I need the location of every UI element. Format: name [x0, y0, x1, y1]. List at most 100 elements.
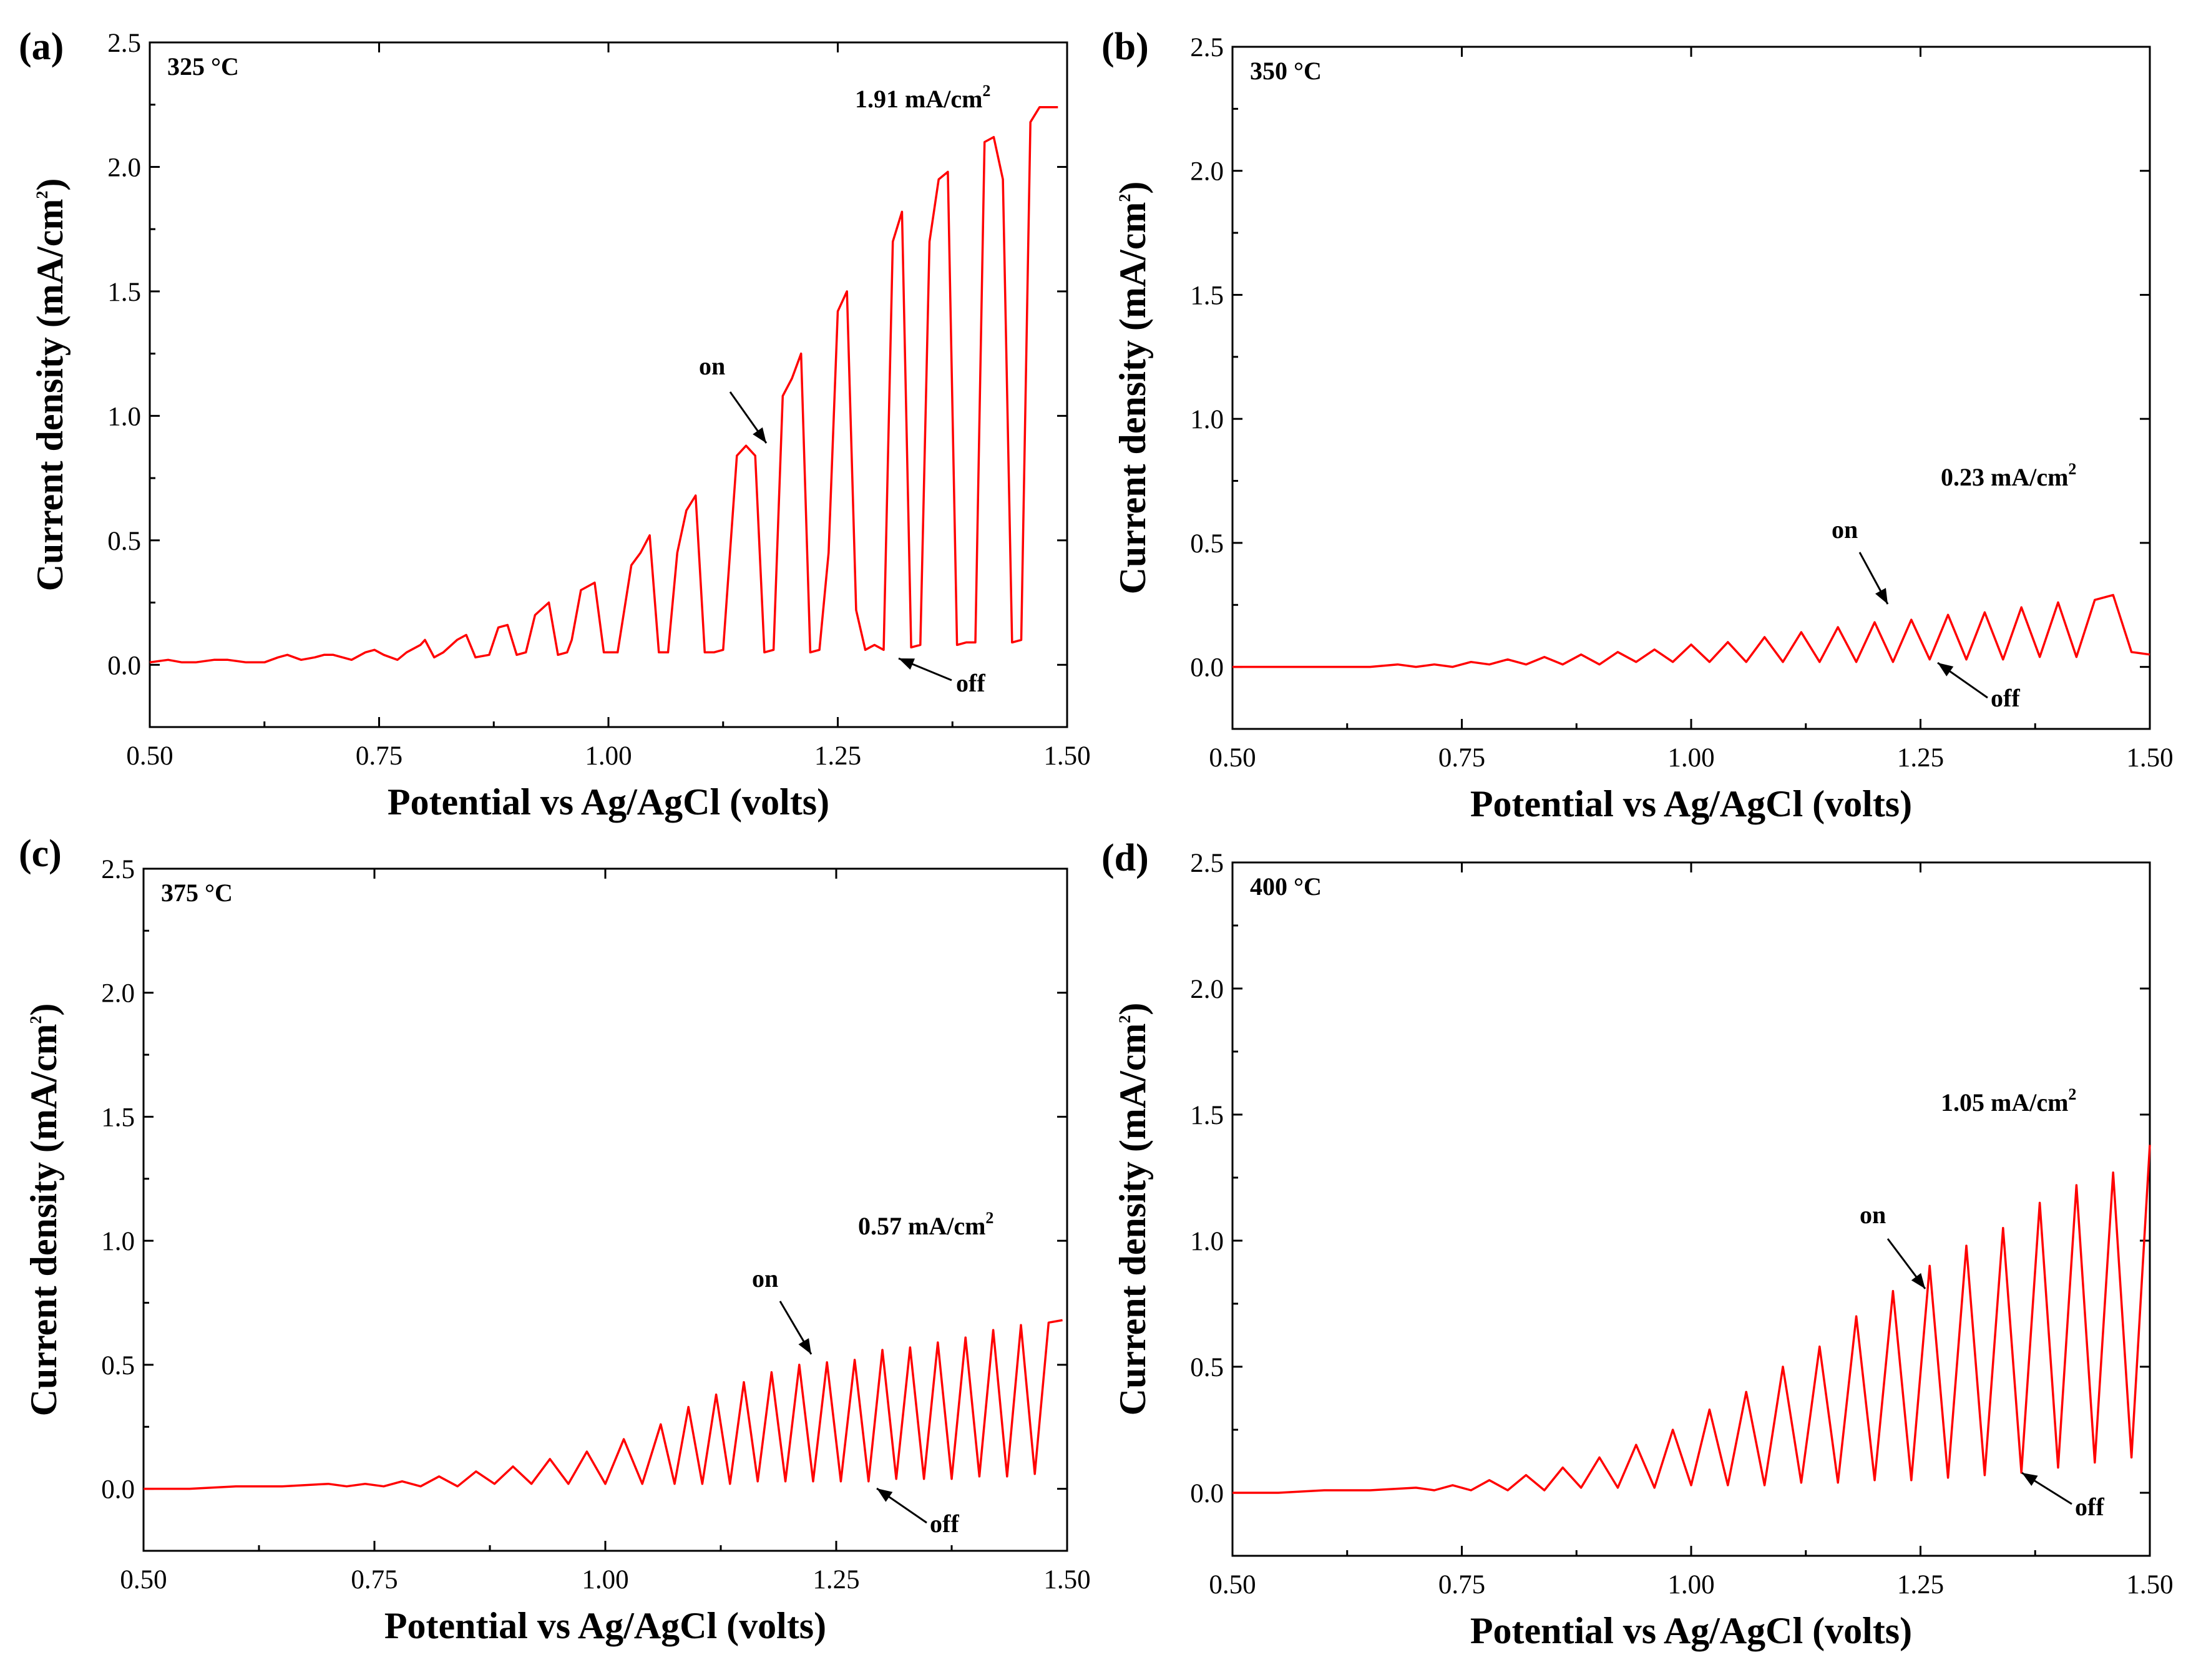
x-tick-label: 1.50	[1043, 1565, 1090, 1595]
photocurrent-line	[144, 1319, 1063, 1490]
temperature-label: 350 °C	[1250, 57, 1322, 85]
y-axis-title-sup: 2	[1116, 194, 1134, 202]
photocurrent-line	[1232, 593, 2150, 668]
panel-letter: (a)	[19, 26, 64, 68]
y-tick-label: 2.5	[1190, 33, 1224, 62]
x-tick-label: 1.00	[1667, 743, 1714, 773]
y-axis-title-end: )	[1112, 1003, 1153, 1015]
panel-a: 0.50 0.75 1.00 1.25 1.50 0.0 0.5 1.0 1.5 2.0 2.5 Po…	[19, 26, 1091, 823]
y-axis-title-main: Current density (mA/cm	[1112, 202, 1153, 595]
off-label: off	[956, 669, 985, 697]
x-tick-label: 1.25	[814, 741, 861, 771]
panel-letter: (b)	[1101, 26, 1149, 68]
y-tick-label: 1.5	[107, 278, 141, 307]
plot-frame	[1231, 861, 2151, 1557]
on-arrow	[779, 1301, 813, 1355]
y-tick-label: 2.0	[1190, 975, 1224, 1004]
y-axis-title-end: )	[29, 178, 71, 191]
max-current-value: 0.23 mA/cm	[1941, 463, 2068, 491]
y-axis-title-main: Current density (mA/cm	[29, 199, 71, 592]
on-arrow-head	[1911, 1272, 1925, 1289]
max-current-sup: 2	[2068, 1085, 2076, 1103]
y-axis-title-sup: 2	[27, 1016, 45, 1024]
off-arrow-head	[1938, 663, 1954, 676]
on-arrow	[1858, 552, 1889, 605]
y-axis-title: Current density (mA/cm2)	[29, 178, 71, 592]
temperature-label: 325 °C	[167, 52, 239, 81]
panel-c: 0.50 0.75 1.00 1.25 1.50 0.0 0.5 1.0 1.5 2.0 2.5 Po…	[19, 833, 1091, 1646]
off-arrow-head	[877, 1488, 893, 1502]
on-label: on	[752, 1264, 778, 1292]
on-arrow	[1886, 1238, 1926, 1289]
off-arrow	[1937, 662, 1988, 699]
plot-frame	[142, 867, 1068, 1552]
y-tick-label: 0.5	[107, 527, 141, 556]
y-tick-label: 0.0	[1190, 1479, 1224, 1508]
y-tick-label: 2.5	[107, 29, 141, 58]
max-current-value: 1.91 mA/cm	[855, 85, 982, 113]
y-tick-label: 0.0	[101, 1475, 135, 1505]
x-tick-label: 0.50	[120, 1565, 167, 1595]
off-label: off	[2075, 1493, 2104, 1521]
y-axis-title: Current density (mA/cm2)	[1112, 182, 1153, 595]
on-label: on	[1832, 515, 1858, 544]
x-axis-title: Potential vs Ag/AgCl (volts)	[1470, 1610, 1912, 1651]
x-tick-label: 1.00	[582, 1565, 628, 1595]
on-arrow-head	[753, 427, 766, 443]
y-axis-title: Current density (mA/cm2)	[23, 1004, 64, 1417]
max-current-sup: 2	[2068, 460, 2076, 478]
y-axis-title-end: )	[1112, 182, 1153, 194]
x-tick-label: 1.50	[1043, 741, 1090, 771]
max-current-sup: 2	[982, 82, 990, 100]
y-tick-label: 1.0	[107, 402, 141, 431]
y-tick-label: 1.0	[1190, 1227, 1224, 1256]
off-arrow-head	[899, 658, 915, 670]
off-arrow-head	[2022, 1473, 2038, 1486]
x-tick-label: 0.75	[351, 1565, 398, 1595]
x-tick-label: 0.50	[126, 741, 173, 771]
plot-frame	[1231, 46, 2151, 730]
y-tick-label: 1.5	[1190, 1101, 1224, 1130]
y-tick-label: 1.5	[1190, 281, 1224, 310]
on-arrow-head	[1875, 588, 1888, 604]
temperature-label: 375 °C	[161, 879, 233, 907]
x-tick-label: 0.50	[1209, 1570, 1256, 1599]
y-axis-title-main: Current density (mA/cm	[1112, 1023, 1153, 1416]
y-tick-label: 0.0	[1190, 653, 1224, 683]
x-tick-label: 1.50	[2126, 743, 2173, 773]
panel-letter: (c)	[19, 833, 62, 875]
on-label: on	[1860, 1201, 1886, 1229]
off-label: off	[1991, 684, 2020, 712]
max-current-label: 1.91 mA/cm2	[855, 82, 990, 113]
panel-letter: (d)	[1101, 837, 1149, 879]
y-tick-label: 2.0	[101, 979, 135, 1008]
panel-b: 0.50 0.75 1.00 1.25 1.50 0.0 0.5 1.0 1.5 2.0 2.5 Po…	[1101, 26, 2174, 824]
y-tick-label: 0.5	[101, 1351, 135, 1380]
off-label: off	[930, 1510, 959, 1538]
x-tick-label: 1.50	[2126, 1570, 2173, 1599]
photocurrent-line	[1232, 1145, 2151, 1494]
y-tick-label: 0.5	[1190, 1353, 1224, 1382]
x-axis-title: Potential vs Ag/AgCl (volts)	[384, 1605, 826, 1646]
y-tick-label: 2.0	[107, 153, 141, 182]
panel-d: 0.50 0.75 1.00 1.25 1.50 0.0 0.5 1.0 1.5 2.0 2.5 Po…	[1101, 837, 2174, 1651]
y-tick-label: 1.0	[1190, 405, 1224, 434]
x-tick-label: 1.25	[813, 1565, 859, 1595]
max-current-value: 1.05 mA/cm	[1941, 1088, 2068, 1116]
x-tick-label: 1.25	[1897, 743, 1944, 773]
y-tick-label: 2.5	[101, 855, 135, 884]
x-axis-title: Potential vs Ag/AgCl (volts)	[1470, 783, 1912, 824]
y-tick-label: 1.0	[101, 1227, 135, 1256]
plot-frame	[149, 41, 1068, 728]
y-axis-title-end: )	[23, 1004, 64, 1016]
max-current-value: 0.57 mA/cm	[858, 1212, 985, 1240]
on-arrow-head	[798, 1338, 811, 1354]
x-tick-label: 1.00	[585, 741, 632, 771]
x-axis-title: Potential vs Ag/AgCl (volts)	[388, 781, 829, 823]
max-current-label: 0.23 mA/cm2	[1941, 460, 2076, 491]
y-axis-title-main: Current density (mA/cm	[23, 1024, 64, 1417]
temperature-label: 400 °C	[1250, 872, 1322, 901]
max-current-sup: 2	[985, 1209, 993, 1227]
y-tick-label: 1.5	[101, 1103, 135, 1132]
y-tick-label: 0.0	[107, 651, 141, 680]
